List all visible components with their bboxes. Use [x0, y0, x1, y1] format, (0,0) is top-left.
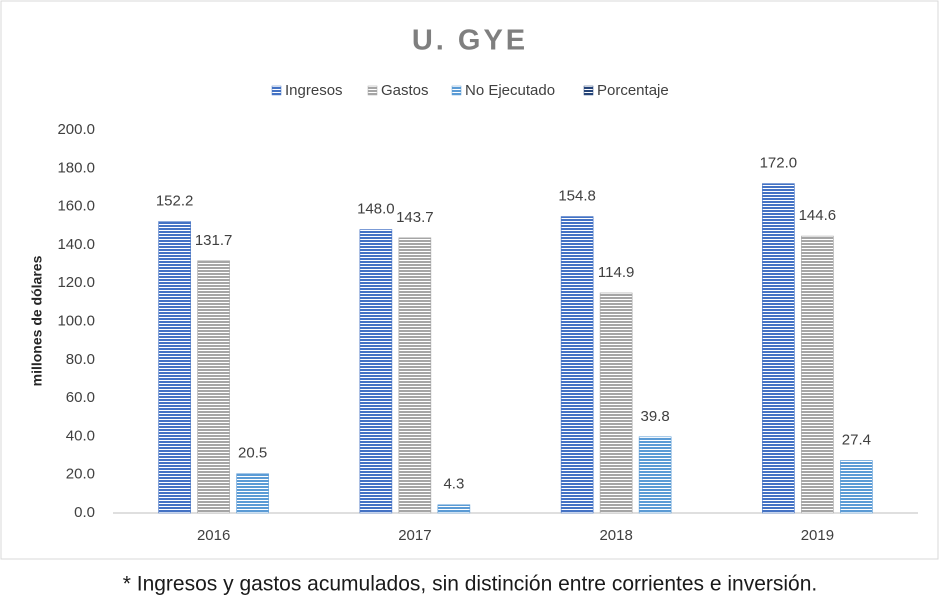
y-tick-label: 60.0: [66, 389, 95, 406]
bar: [236, 473, 269, 514]
bar: [762, 183, 795, 514]
bar: [840, 460, 873, 514]
legend-label: Gastos: [381, 82, 429, 99]
bar: [599, 292, 633, 514]
y-axis-label: millones de dólares: [29, 255, 45, 386]
data-label: 172.0: [760, 155, 798, 172]
chart-title: U. GYE: [412, 25, 528, 57]
bar: [398, 237, 432, 514]
bar: [437, 504, 471, 514]
bar: [560, 216, 594, 514]
data-label: 152.2: [156, 193, 194, 210]
y-tick-label: 200.0: [57, 121, 95, 138]
bar: [638, 436, 672, 514]
y-tick-label: 80.0: [66, 351, 95, 368]
x-tick-label: 2018: [599, 527, 632, 544]
y-tick-label: 180.0: [57, 159, 95, 176]
data-label: 154.8: [558, 188, 596, 205]
data-label: 131.7: [195, 232, 233, 249]
bar: [158, 221, 191, 514]
data-label: 148.0: [357, 201, 395, 218]
data-label: 114.9: [598, 264, 634, 281]
x-tick-label: 2016: [197, 527, 230, 544]
y-tick-label: 100.0: [57, 312, 95, 329]
bar: [359, 229, 393, 514]
y-tick-label: 160.0: [57, 198, 95, 215]
y-tick-label: 40.0: [66, 427, 95, 444]
data-label: 4.3: [443, 476, 464, 493]
data-label: 143.7: [396, 209, 434, 226]
legend-swatch: [271, 85, 282, 96]
y-tick-label: 140.0: [57, 236, 95, 253]
legend-swatch: [451, 85, 462, 96]
x-tick-label: 2017: [398, 527, 431, 544]
data-label: 20.5: [238, 445, 267, 462]
data-label: 144.6: [799, 207, 837, 224]
legend-label: No Ejecutado: [465, 82, 555, 99]
legend-swatch: [583, 85, 594, 96]
bar: [197, 260, 230, 514]
y-tick-label: 20.0: [66, 466, 95, 483]
x-tick-label: 2019: [801, 527, 834, 544]
legend-label: Porcentaje: [597, 82, 669, 99]
legend-swatch: [367, 85, 378, 96]
data-label: 39.8: [641, 408, 670, 425]
y-tick-label: 120.0: [57, 274, 95, 291]
y-tick-label: 0.0: [74, 504, 95, 521]
legend-label: Ingresos: [285, 82, 343, 99]
data-label: 27.4: [842, 431, 871, 448]
footnote: * Ingresos y gastos acumulados, sin dist…: [123, 573, 818, 596]
bar: [801, 235, 834, 514]
